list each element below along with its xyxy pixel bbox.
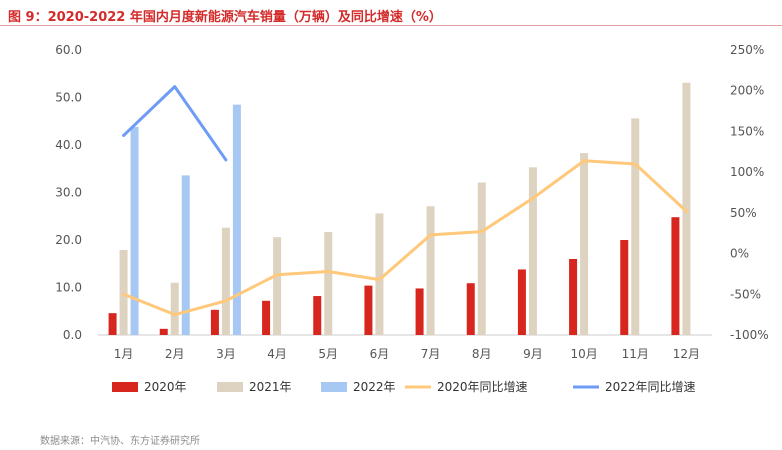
y-tick-label: 10.0: [55, 281, 82, 295]
chart-title: 图 9：2020-2022 年国内月度新能源汽车销量（万辆）及同比增速（%）: [8, 10, 442, 25]
x-tick-label: 6月: [370, 347, 390, 361]
bar-2022年: [130, 126, 139, 335]
title-divider: [0, 25, 782, 26]
legend-label: 2020年: [144, 380, 187, 394]
bar-2020年: [620, 240, 629, 335]
legend-label: 2020年同比增速: [437, 380, 528, 394]
x-tick-label: 2月: [165, 347, 185, 361]
bar-2020年: [262, 300, 271, 335]
bar-2020年: [210, 309, 219, 335]
x-tick-label: 4月: [267, 347, 287, 361]
legend-label: 2022年同比增速: [605, 380, 696, 394]
chart-area: 60.0 50.0 40.0 30.0 20.0 10.0 0.0 250% 200% 150% 1…: [55, 43, 769, 394]
y-tick-label: 0.0: [63, 328, 82, 342]
bar-2021年: [170, 282, 179, 335]
bar-2020年: [671, 217, 680, 335]
bar-2020年: [415, 288, 424, 335]
y-tick-label: 40.0: [55, 138, 82, 152]
bar-2020年: [364, 285, 373, 335]
y-tick-label: 30.0: [55, 186, 82, 200]
bar-2020年: [517, 269, 526, 335]
bar-2020年: [466, 283, 475, 335]
line-2022年同比增速: [122, 85, 228, 162]
bar-2021年: [528, 167, 537, 335]
bar-2021年: [477, 182, 486, 335]
y2-tick-label: -50%: [730, 287, 761, 301]
x-tick-label: 12月: [673, 347, 700, 361]
bar-2021年: [221, 227, 230, 335]
y2-tick-label: 250%: [730, 43, 764, 57]
bar-2021年: [375, 213, 384, 335]
bar-2020年: [313, 296, 322, 335]
y2-tick-label: 50%: [730, 206, 757, 220]
legend-swatch: [112, 382, 138, 392]
title-bar: 图 9：2020-2022 年国内月度新能源汽车销量（万辆）及同比增速（%）: [0, 0, 782, 26]
x-tick-label: 11月: [622, 347, 649, 361]
bar-2020年: [569, 259, 578, 335]
x-tick-label: 3月: [216, 347, 236, 361]
bar-2021年: [273, 237, 282, 335]
line-2020年同比增速: [122, 159, 688, 317]
bar-2022年: [232, 104, 241, 335]
legend-swatch: [321, 382, 347, 392]
bar-2021年: [119, 249, 128, 335]
bar-2021年: [580, 153, 589, 335]
x-tick-label: 1月: [114, 347, 134, 361]
y2-tick-label: 150%: [730, 124, 764, 138]
y-tick-label: 50.0: [55, 91, 82, 105]
bar-2020年: [159, 328, 168, 335]
y2-tick-label: 200%: [730, 84, 764, 98]
bar-2021年: [631, 118, 640, 336]
legend-swatch: [217, 382, 243, 392]
legend-label: 2021年: [249, 380, 292, 394]
bar-2022年: [181, 175, 190, 335]
x-tick-label: 5月: [318, 347, 338, 361]
legend-label: 2022年: [353, 380, 396, 394]
y-tick-label: 20.0: [55, 233, 82, 247]
bar-2021年: [682, 82, 691, 336]
y2-tick-label: 100%: [730, 165, 764, 179]
y-tick-label: 60.0: [55, 43, 82, 57]
x-tick-label: 9月: [523, 347, 543, 361]
bar-2020年: [108, 313, 117, 335]
bar-2021年: [324, 231, 333, 335]
bar-2021年: [426, 206, 435, 335]
y2-tick-label: 0%: [730, 247, 749, 261]
x-tick-label: 8月: [472, 347, 492, 361]
source-note: 数据来源：中汽协、东方证券研究所: [40, 436, 200, 447]
x-tick-label: 10月: [570, 347, 597, 361]
y2-tick-label: -100%: [730, 328, 769, 342]
x-tick-label: 7月: [421, 347, 441, 361]
